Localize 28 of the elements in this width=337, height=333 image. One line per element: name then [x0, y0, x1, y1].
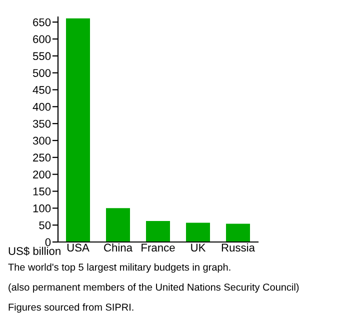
- text: The world's top 5 largest military budgets in graph.: [8, 263, 230, 273]
- y-tick-label: 150: [33, 188, 51, 196]
- y-tick-label: 250: [33, 154, 51, 162]
- y-tick-label: 450: [32, 86, 51, 94]
- bar: [226, 224, 250, 242]
- x-tick-label: USA: [67, 244, 90, 252]
- y-tick-label: 650: [33, 18, 51, 26]
- x-tick-label: China: [104, 243, 133, 252]
- text: (also permanent members of the United Nations Security Council): [8, 283, 299, 293]
- y-tick-label: 400: [32, 102, 51, 111]
- y-tick-label: 50: [39, 221, 51, 230]
- y-tick-label: 550: [32, 52, 51, 60]
- y-tick-label: 600: [33, 35, 51, 44]
- x-tick-label: Russia: [222, 243, 255, 252]
- bar: [66, 18, 90, 242]
- y-tick-label: 350: [32, 120, 51, 128]
- y-axis-title: US$ billion: [8, 246, 60, 256]
- y-tick-label: 0: [45, 238, 51, 246]
- x-tick-label: France: [142, 244, 175, 252]
- bar: [106, 208, 130, 242]
- bar: [146, 221, 170, 242]
- y-tick-label: 100: [33, 204, 51, 212]
- text: Figures sourced from SIPRI.: [8, 303, 134, 313]
- y-tick-label: 300: [32, 136, 51, 145]
- y-tick-label: 500: [32, 69, 51, 77]
- x-tick-label: UK: [191, 244, 206, 252]
- bar: [186, 222, 210, 242]
- y-tick-label: 200: [33, 170, 51, 178]
